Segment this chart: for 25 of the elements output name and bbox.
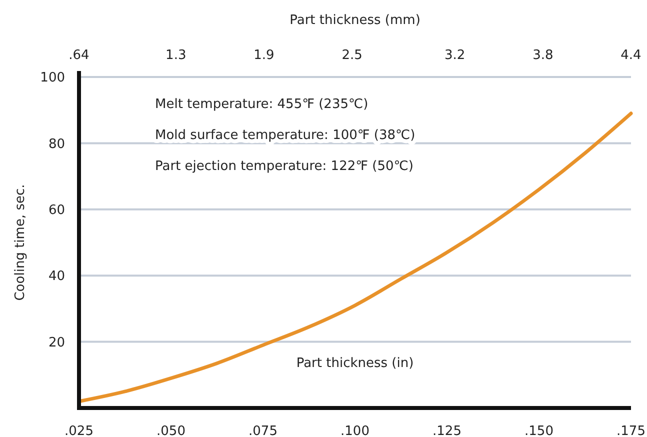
x2-tick-label: 4.4: [620, 48, 642, 63]
x-tick-label: .050: [156, 424, 186, 437]
x2-tick-label: 1.3: [166, 48, 186, 63]
x2-tick-label: 2.5: [342, 48, 362, 63]
y-tick-label: 100: [40, 70, 65, 86]
annotation: Mold surface temperature: 100℉ (38℃): [155, 128, 416, 143]
x2-tick-label: 3.2: [444, 48, 466, 63]
annotation: Melt temperature: 455℉ (235℃): [155, 97, 368, 112]
y-tick-label: 80: [48, 136, 65, 152]
x2-tick-label: 1.9: [254, 48, 274, 63]
x-tick-label: .125: [432, 424, 462, 437]
x-tick-label: .075: [248, 424, 278, 437]
x2-tick-label: 3.8: [532, 48, 554, 63]
y-tick-label: 20: [48, 335, 65, 350]
y-axis-title: Cooling time, sec.: [13, 184, 28, 301]
x-tick-label: .175: [616, 424, 646, 437]
x-tick-label: .150: [524, 424, 554, 437]
annotation: Part ejection temperature: 122℉ (50℃): [155, 159, 414, 174]
y-tick-label: 60: [48, 202, 65, 218]
x-tick-label: .025: [64, 424, 94, 437]
x-axis-title: Part thickness (in): [296, 356, 414, 371]
x-tick-label: .100: [340, 424, 370, 437]
x2-tick-label: .64: [68, 48, 90, 63]
y-tick-label: 40: [48, 269, 65, 284]
x2-axis-title: Part thickness (mm): [290, 13, 420, 28]
